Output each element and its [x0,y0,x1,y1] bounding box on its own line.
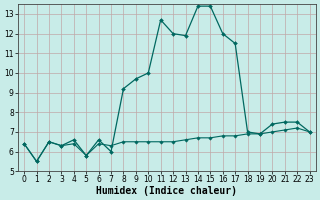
X-axis label: Humidex (Indice chaleur): Humidex (Indice chaleur) [96,186,237,196]
